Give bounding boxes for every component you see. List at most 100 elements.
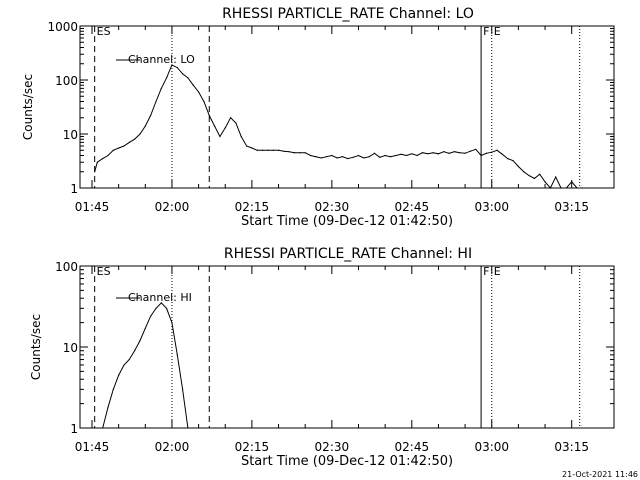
panel-lo-data-point (166, 77, 168, 79)
panel-hi: RHESSI PARTICLE_RATE Channel: HI Counts/… (29, 246, 615, 469)
panel-lo-data-point (347, 158, 349, 160)
panel-hi-ytick-label: 100 (55, 260, 78, 274)
panel-lo-xtick-label: 02:45 (395, 200, 430, 214)
panel-lo-data-point (160, 87, 162, 89)
panel-lo-event-label: F (483, 25, 489, 38)
panel-lo-data-point (395, 154, 397, 157)
panel-lo-ytick-label: 100 (55, 74, 78, 88)
panel-lo-ytick-label: 10 (63, 128, 78, 142)
panel-hi-data-point (166, 307, 168, 309)
panel-lo-data-point (182, 73, 184, 75)
panel-lo-data-point (235, 122, 237, 124)
panel-hi-data-point (134, 350, 136, 352)
panel-lo-data-point (94, 171, 96, 173)
panel-hi-data-point (118, 374, 120, 376)
panel-lo-data-point (315, 156, 317, 158)
panel-lo-data-point (272, 149, 274, 151)
panel-lo-data-point (245, 145, 248, 147)
panel-lo-data-point (155, 100, 157, 103)
panel-hi-data-point (112, 388, 114, 390)
panel-lo-plot-frame (79, 25, 615, 189)
panel-lo-data-point (496, 149, 498, 151)
panel-hi-xtick-label: 02:15 (235, 440, 270, 454)
panel-hi-data-point (160, 302, 162, 304)
panel-lo-data-point (267, 149, 269, 151)
panel-lo-data-point (288, 151, 290, 153)
panel-lo-data-point (373, 152, 376, 154)
panel-hi-data-point (155, 307, 157, 309)
panel-lo-data-point (112, 149, 114, 151)
panel-hi-xtick-label: 02:00 (155, 440, 190, 454)
panel-lo-data-point (352, 156, 354, 158)
panel-lo-event-label: ES (97, 25, 111, 38)
panel-lo-title: RHESSI PARTICLE_RATE Channel: LO (222, 6, 474, 22)
panel-hi-xlabel: Start Time (09-Dec-12 01:42:50) (241, 454, 453, 469)
panel-lo-data-point (363, 157, 365, 159)
panel-lo-data-point (427, 153, 429, 155)
panel-lo-data-point (432, 152, 434, 154)
panel-lo-ytick-label: 1 (70, 182, 78, 196)
panel-lo-data-point (219, 135, 221, 138)
panel-lo-data-point (507, 158, 509, 160)
panel-lo-data-point (411, 153, 413, 155)
panel-lo-data-point (229, 117, 232, 119)
panel-lo-data-point (448, 152, 450, 154)
panel-lo-data-point (128, 141, 130, 143)
panel-lo-data-point (208, 114, 210, 117)
panel-lo-data-point (464, 152, 466, 154)
panel-lo-data-point (277, 149, 280, 151)
panel-hi-xtick-label: 02:45 (395, 440, 430, 454)
panel-lo-data-point (187, 77, 189, 79)
panel-lo-data-point (304, 152, 306, 154)
panel-lo-data-point (134, 138, 136, 140)
panel-lo-data-point (256, 149, 258, 151)
panel-lo-data-point (459, 152, 461, 154)
panel-lo-data-point (224, 127, 226, 129)
panel-lo-data-point (544, 181, 546, 183)
panel-hi-legend-label: Channel: HI (128, 291, 192, 304)
panel-lo-data-point (405, 154, 408, 157)
panel-lo-data-point (96, 161, 98, 163)
panel-lo-data-point (555, 176, 557, 178)
panel-lo-data-point (293, 152, 296, 154)
panel-lo-data-point (565, 187, 567, 189)
panel-lo-data-point (523, 171, 525, 173)
panel-lo-data-point (331, 154, 333, 157)
panel-hi-data-point (139, 339, 141, 342)
panel-hi-data-point (128, 358, 130, 361)
panel-hi-data-point (107, 406, 109, 408)
panel-hi-data-point (187, 427, 189, 429)
panel-hi-xtick-label: 02:30 (315, 440, 350, 454)
panel-lo: RHESSI PARTICLE_RATE Channel: LO Counts/… (21, 6, 615, 229)
panel-lo-data-point (379, 156, 381, 158)
panel-lo-data-point (512, 160, 514, 162)
panel-lo-data-point (341, 156, 344, 158)
panel-lo-event-label: E (494, 25, 501, 38)
panel-hi-data-point (150, 315, 152, 317)
panel-hi-ytick-label: 1 (70, 422, 78, 436)
panel-lo-data-point (144, 125, 146, 127)
panel-lo-data-point (192, 84, 194, 86)
panel-hi-xtick-label: 01:45 (75, 440, 110, 454)
panel-lo-ylabel: Counts/sec (21, 74, 35, 140)
panel-lo-xtick-label: 02:00 (155, 200, 190, 214)
panel-lo-data-point (480, 154, 482, 157)
panel-lo-data-point (171, 64, 173, 66)
panel-lo-data-point (213, 125, 216, 127)
panel-lo-data-point (176, 66, 178, 69)
panel-lo-data-point (309, 154, 312, 157)
panel-lo-data-point (571, 181, 573, 183)
panel-lo-legend-label: Channel: LO (128, 53, 195, 66)
panel-lo-data-point (107, 154, 109, 157)
panel-lo-data-point (198, 91, 200, 93)
panel-hi-event-label: E (494, 265, 501, 278)
panel-hi-xtick-label: 03:00 (474, 440, 509, 454)
panel-lo-data-point (539, 173, 541, 175)
panel-lo-ytick-label: 1000 (47, 20, 78, 34)
panel-lo-data-point (533, 177, 535, 180)
panel-lo-data-point (384, 154, 386, 157)
panel-lo-data-point (528, 174, 530, 177)
panel-lo-data-point (357, 154, 360, 157)
panel-lo-data-point (416, 154, 418, 157)
panel-lo-data-point (102, 158, 104, 160)
